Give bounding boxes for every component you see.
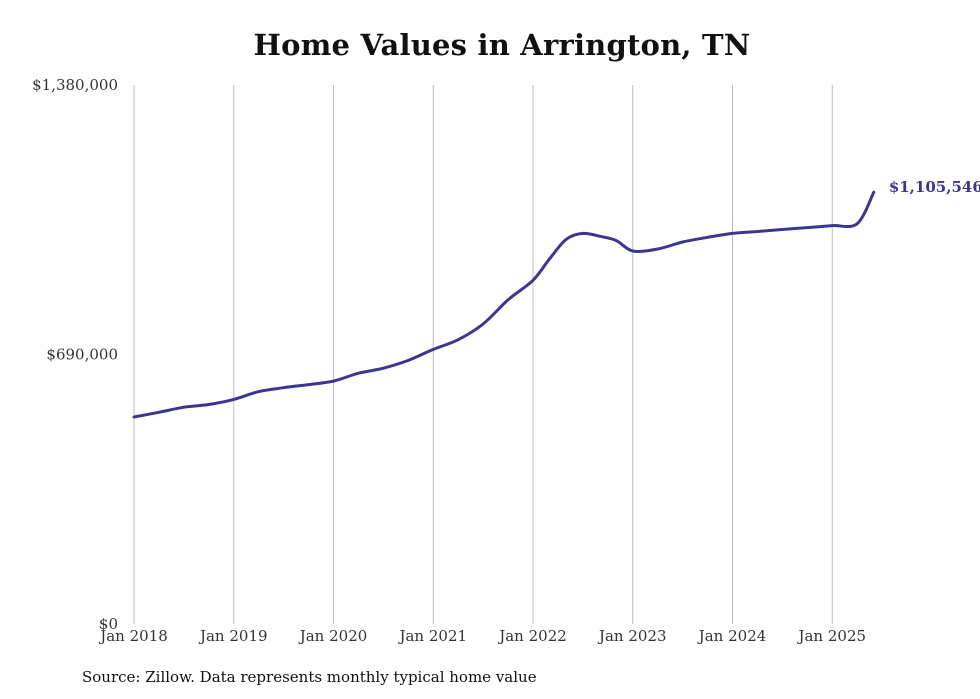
- chart-title: Home Values in Arrington, TN: [253, 28, 751, 62]
- y-axis-ticks: $0 $690,000 $1,380,000: [32, 76, 118, 633]
- x-tick-label: Jan 2018: [98, 627, 168, 645]
- y-tick-label: $690,000: [46, 346, 118, 364]
- x-tick-label: Jan 2025: [796, 627, 866, 645]
- x-tick-label: Jan 2022: [497, 627, 567, 645]
- x-tick-label: Jan 2020: [298, 627, 368, 645]
- x-tick-label: Jan 2021: [397, 627, 467, 645]
- series-line: [132, 190, 876, 419]
- y-tick-label: $1,380,000: [32, 76, 118, 94]
- x-tick-label: Jan 2019: [198, 627, 268, 645]
- x-tick-label: Jan 2024: [697, 627, 767, 645]
- end-value-label: $1,105,546: [889, 178, 980, 196]
- x-tick-label: Jan 2023: [597, 627, 667, 645]
- x-axis-ticks: Jan 2018 Jan 2019 Jan 2020 Jan 2021 Jan 2022…: [98, 627, 866, 645]
- gridlines: [133, 85, 833, 624]
- y-tick-label: $0: [99, 615, 118, 633]
- source-note: Source: Zillow. Data represents monthly …: [82, 668, 537, 686]
